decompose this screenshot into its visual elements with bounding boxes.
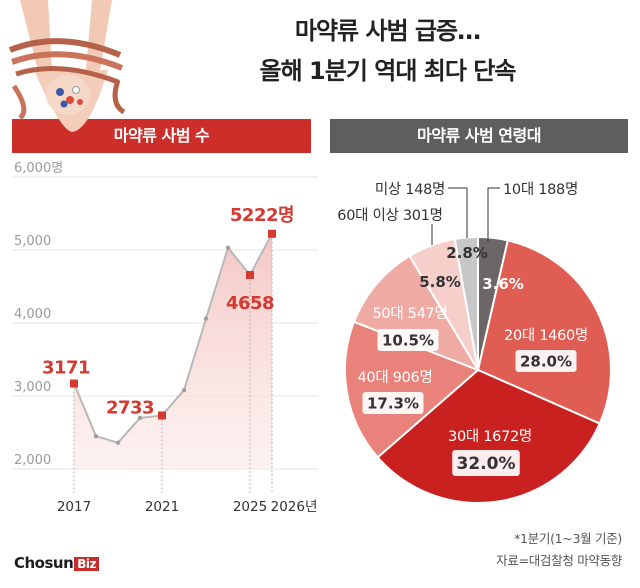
pie-chart-banner: 마약류 사범 연령대 xyxy=(330,119,628,153)
pie-pct-label: 2.8% xyxy=(446,244,488,262)
line-point xyxy=(93,433,99,439)
line-chart-title: 마약류 사범 수 xyxy=(113,126,210,145)
pie-leader-line xyxy=(487,187,500,242)
pie-slice xyxy=(453,235,479,371)
y-tick-label: 5,000 xyxy=(14,234,51,249)
brand-name: Chosun xyxy=(14,554,74,572)
pie-pct-box xyxy=(377,329,439,351)
x-drop-lines xyxy=(73,233,273,494)
y-tick-labels: 2,000 3,000 4,000 5,000 6,000명 xyxy=(14,161,63,468)
line-point xyxy=(203,316,209,321)
line-value-label: 3171 xyxy=(42,358,90,379)
line-point xyxy=(115,440,121,445)
x-tick-label: 2026년 xyxy=(271,499,318,515)
pie-pct-label: 5.8% xyxy=(419,273,461,291)
headline-line2: 올해 1분기 역대 최다 단속 xyxy=(259,57,517,85)
pie-slice xyxy=(344,320,480,459)
line-value-label: 2733 xyxy=(106,397,154,418)
pie-labels: 3.6% 10대 188명 20대 1460명 28.0% 30대 1672명 32.0%… xyxy=(337,181,588,476)
line-point xyxy=(225,245,231,251)
pie-slice xyxy=(352,254,481,372)
pie-pct-label: 10.5% xyxy=(382,331,434,349)
line-point xyxy=(181,387,187,393)
line-point xyxy=(137,415,143,421)
footnote-source: 자료=대검찰청 마약동향 xyxy=(496,553,622,568)
pie-name-label: 20대 1460명 xyxy=(504,327,588,344)
pie-pct-box xyxy=(515,350,577,372)
line-area-fill xyxy=(74,233,272,469)
pie-leader-line xyxy=(448,187,468,238)
x-tick-label: 2021 xyxy=(145,499,179,515)
pie-name-label: 10대 188명 xyxy=(503,181,578,198)
hands-rope-illustration xyxy=(8,0,126,132)
pie-chart: 3.6% 10대 188명 20대 1460명 28.0% 30대 1672명 32.0%… xyxy=(337,181,612,504)
headline: 마약류 사범 급증… 올해 1분기 역대 최다 단속 xyxy=(165,14,610,88)
x-tick-label: 2025 xyxy=(233,499,267,515)
line-value-labels: 3171 2733 4658 5222명 xyxy=(42,205,295,419)
line-chart-banner: 마약류 사범 수 xyxy=(12,119,311,153)
pie-pct-label: 3.6% xyxy=(482,275,524,293)
pie-pct-label: 17.3% xyxy=(367,394,419,412)
line-value-label: 5222명 xyxy=(230,205,294,226)
y-tick-label: 2,000 xyxy=(14,453,51,468)
line-value-label: 4658 xyxy=(226,293,274,314)
pie-pct-label: 32.0% xyxy=(457,454,516,474)
x-tick-labels: 2017 2021 2025 2026년 xyxy=(57,499,318,515)
pie-slice xyxy=(476,239,612,425)
pie-pct-box xyxy=(452,450,520,476)
pie-name-label: 미상 148명 xyxy=(375,181,445,198)
brand-suffix: Biz xyxy=(74,557,100,571)
pie-slice xyxy=(376,368,602,504)
pie-pct-label: 28.0% xyxy=(520,352,572,370)
headline-line1: 마약류 사범 급증… xyxy=(294,17,481,45)
line-point-highlight xyxy=(268,229,276,238)
pie-pct-box xyxy=(362,392,424,414)
y-tick-label: 3,000 xyxy=(14,380,51,395)
line-point-highlight xyxy=(70,379,78,388)
line-series xyxy=(73,233,273,444)
line-point-highlight xyxy=(158,411,166,420)
pie-name-label: 60대 이상 301명 xyxy=(337,207,442,224)
pie-chart-title: 마약류 사범 연령대 xyxy=(417,126,541,145)
brand-logo: Chosun Biz xyxy=(14,554,100,572)
y-tick-label: 6,000명 xyxy=(14,161,63,176)
pie-name-label: 30대 1672명 xyxy=(448,428,532,445)
footnote-period: *1분기(1~3월 기준) xyxy=(514,531,622,546)
pie-leader-lines xyxy=(431,187,500,245)
line-point-highlight xyxy=(246,270,254,279)
pie-name-label: 50대 547명 xyxy=(372,305,447,322)
x-tick-label: 2017 xyxy=(57,499,91,515)
y-tick-label: 4,000 xyxy=(14,307,51,322)
pie-name-label: 40대 906명 xyxy=(357,369,432,386)
line-points xyxy=(70,229,276,445)
pie-slices xyxy=(344,235,612,504)
